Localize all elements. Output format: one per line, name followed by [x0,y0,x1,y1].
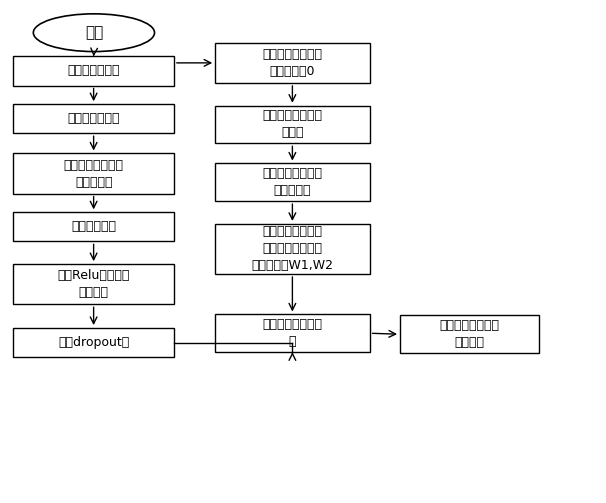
Text: 引入归一化层: 引入归一化层 [71,220,116,233]
FancyBboxPatch shape [215,314,370,352]
FancyBboxPatch shape [215,43,370,83]
Text: 用光谱角距离替代
编码层内积: 用光谱角距离替代 编码层内积 [64,158,124,189]
FancyBboxPatch shape [215,224,370,274]
FancyBboxPatch shape [215,163,370,201]
Text: 优化损失函数，设
置算法参数: 优化损失函数，设 置算法参数 [262,167,322,197]
FancyBboxPatch shape [13,104,174,133]
Text: 采用Relu函数作为
激活函数: 采用Relu函数作为 激活函数 [58,269,130,299]
Text: 引入dropout层: 引入dropout层 [58,336,129,349]
Text: 开始: 开始 [85,25,103,40]
FancyBboxPatch shape [400,315,539,353]
Text: 利用随机优化算法
最小化损失函数更
新权值矩阵W1,W2: 利用随机优化算法 最小化损失函数更 新权值矩阵W1,W2 [251,225,333,273]
Text: 将隐藏层每列最小
激活值置为0: 将隐藏层每列最小 激活值置为0 [262,48,322,78]
Text: 算法参数初始化: 算法参数初始化 [67,64,120,77]
FancyBboxPatch shape [13,264,174,304]
Text: 对隐层输出作归一
化处理: 对隐层输出作归一 化处理 [262,110,322,139]
FancyBboxPatch shape [13,153,174,194]
FancyBboxPatch shape [13,328,174,357]
FancyBboxPatch shape [13,212,174,241]
Text: 输入高光谱图像: 输入高光谱图像 [67,112,120,125]
FancyBboxPatch shape [215,106,370,143]
Text: 计算重构误差得到
异常像元: 计算重构误差得到 异常像元 [439,319,500,349]
Text: 求得高光谱重构图
像: 求得高光谱重构图 像 [262,318,322,348]
FancyBboxPatch shape [13,56,174,86]
Ellipse shape [33,14,155,52]
